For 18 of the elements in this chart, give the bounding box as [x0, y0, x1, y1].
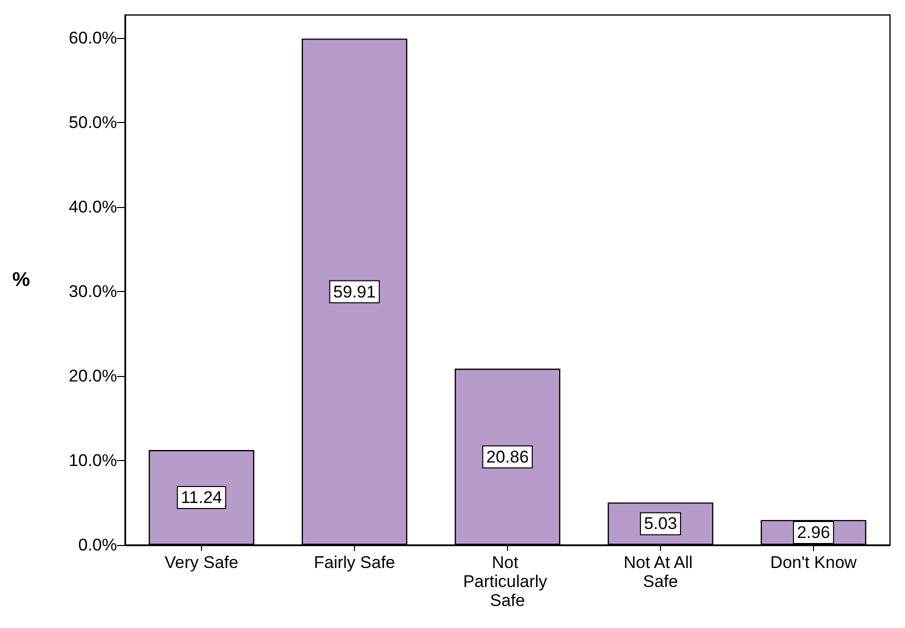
y-tick-label: 10.0%: [68, 450, 117, 470]
y-tick-label: 60.0%: [68, 28, 117, 48]
data-label: 11.24: [180, 488, 222, 507]
y-tick-label: 20.0%: [68, 366, 117, 386]
x-tick-label: Not Particularly Safe: [463, 553, 552, 610]
x-tick-label: Very Safe: [164, 553, 238, 572]
y-tick-label: 0.0%: [78, 536, 117, 554]
x-tick-label: Not At All Safe: [624, 553, 698, 591]
data-label: 59.91: [333, 282, 376, 302]
data-label: 20.86: [486, 447, 529, 466]
y-tick-label: 50.0%: [68, 112, 117, 132]
data-label: 5.03: [644, 514, 678, 534]
x-tick-label: Don't Know: [770, 553, 858, 572]
y-axis-title: %: [12, 269, 30, 291]
y-tick-label: 40.0%: [68, 197, 117, 216]
data-label: 2.96: [796, 522, 830, 542]
x-tick-label: Fairly Safe: [314, 553, 396, 572]
y-tick-label: 30.0%: [68, 282, 117, 301]
